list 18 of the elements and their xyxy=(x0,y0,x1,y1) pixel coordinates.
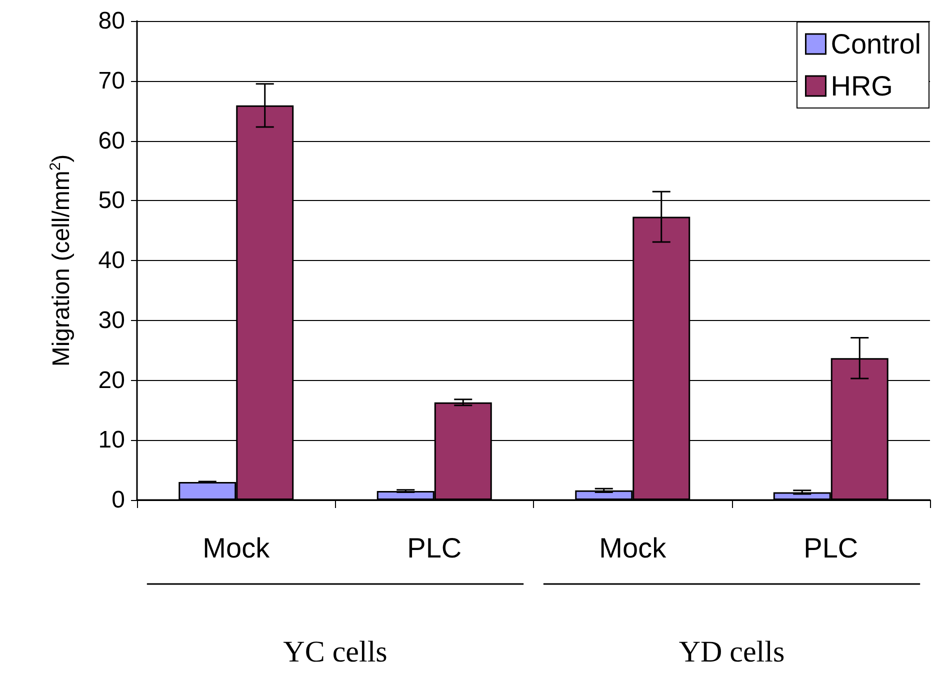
y-tick-label: 30 xyxy=(98,306,125,334)
y-tick-label: 70 xyxy=(98,67,125,94)
y-tick-label: 80 xyxy=(98,8,125,34)
x-tick-label: Mock xyxy=(202,532,271,564)
x-tick-label: Mock xyxy=(599,532,668,564)
y-tick-label: 60 xyxy=(98,127,125,154)
y-tick-label: 10 xyxy=(98,426,125,454)
y-tick-label: 40 xyxy=(98,247,125,274)
text: YC cells xyxy=(283,636,388,668)
y-tick-label: 0 xyxy=(112,486,125,514)
y-axis-title: Migration (cell/mm2) xyxy=(47,154,75,367)
y-tick-label: 50 xyxy=(98,187,125,214)
x-tick-label: PLC xyxy=(407,532,462,564)
text: YD cells xyxy=(678,636,785,668)
legend-label: Control xyxy=(830,28,922,60)
legend-label: HRG xyxy=(830,70,893,102)
y-tick-label: 20 xyxy=(98,366,125,394)
x-tick-label: PLC xyxy=(804,532,858,564)
